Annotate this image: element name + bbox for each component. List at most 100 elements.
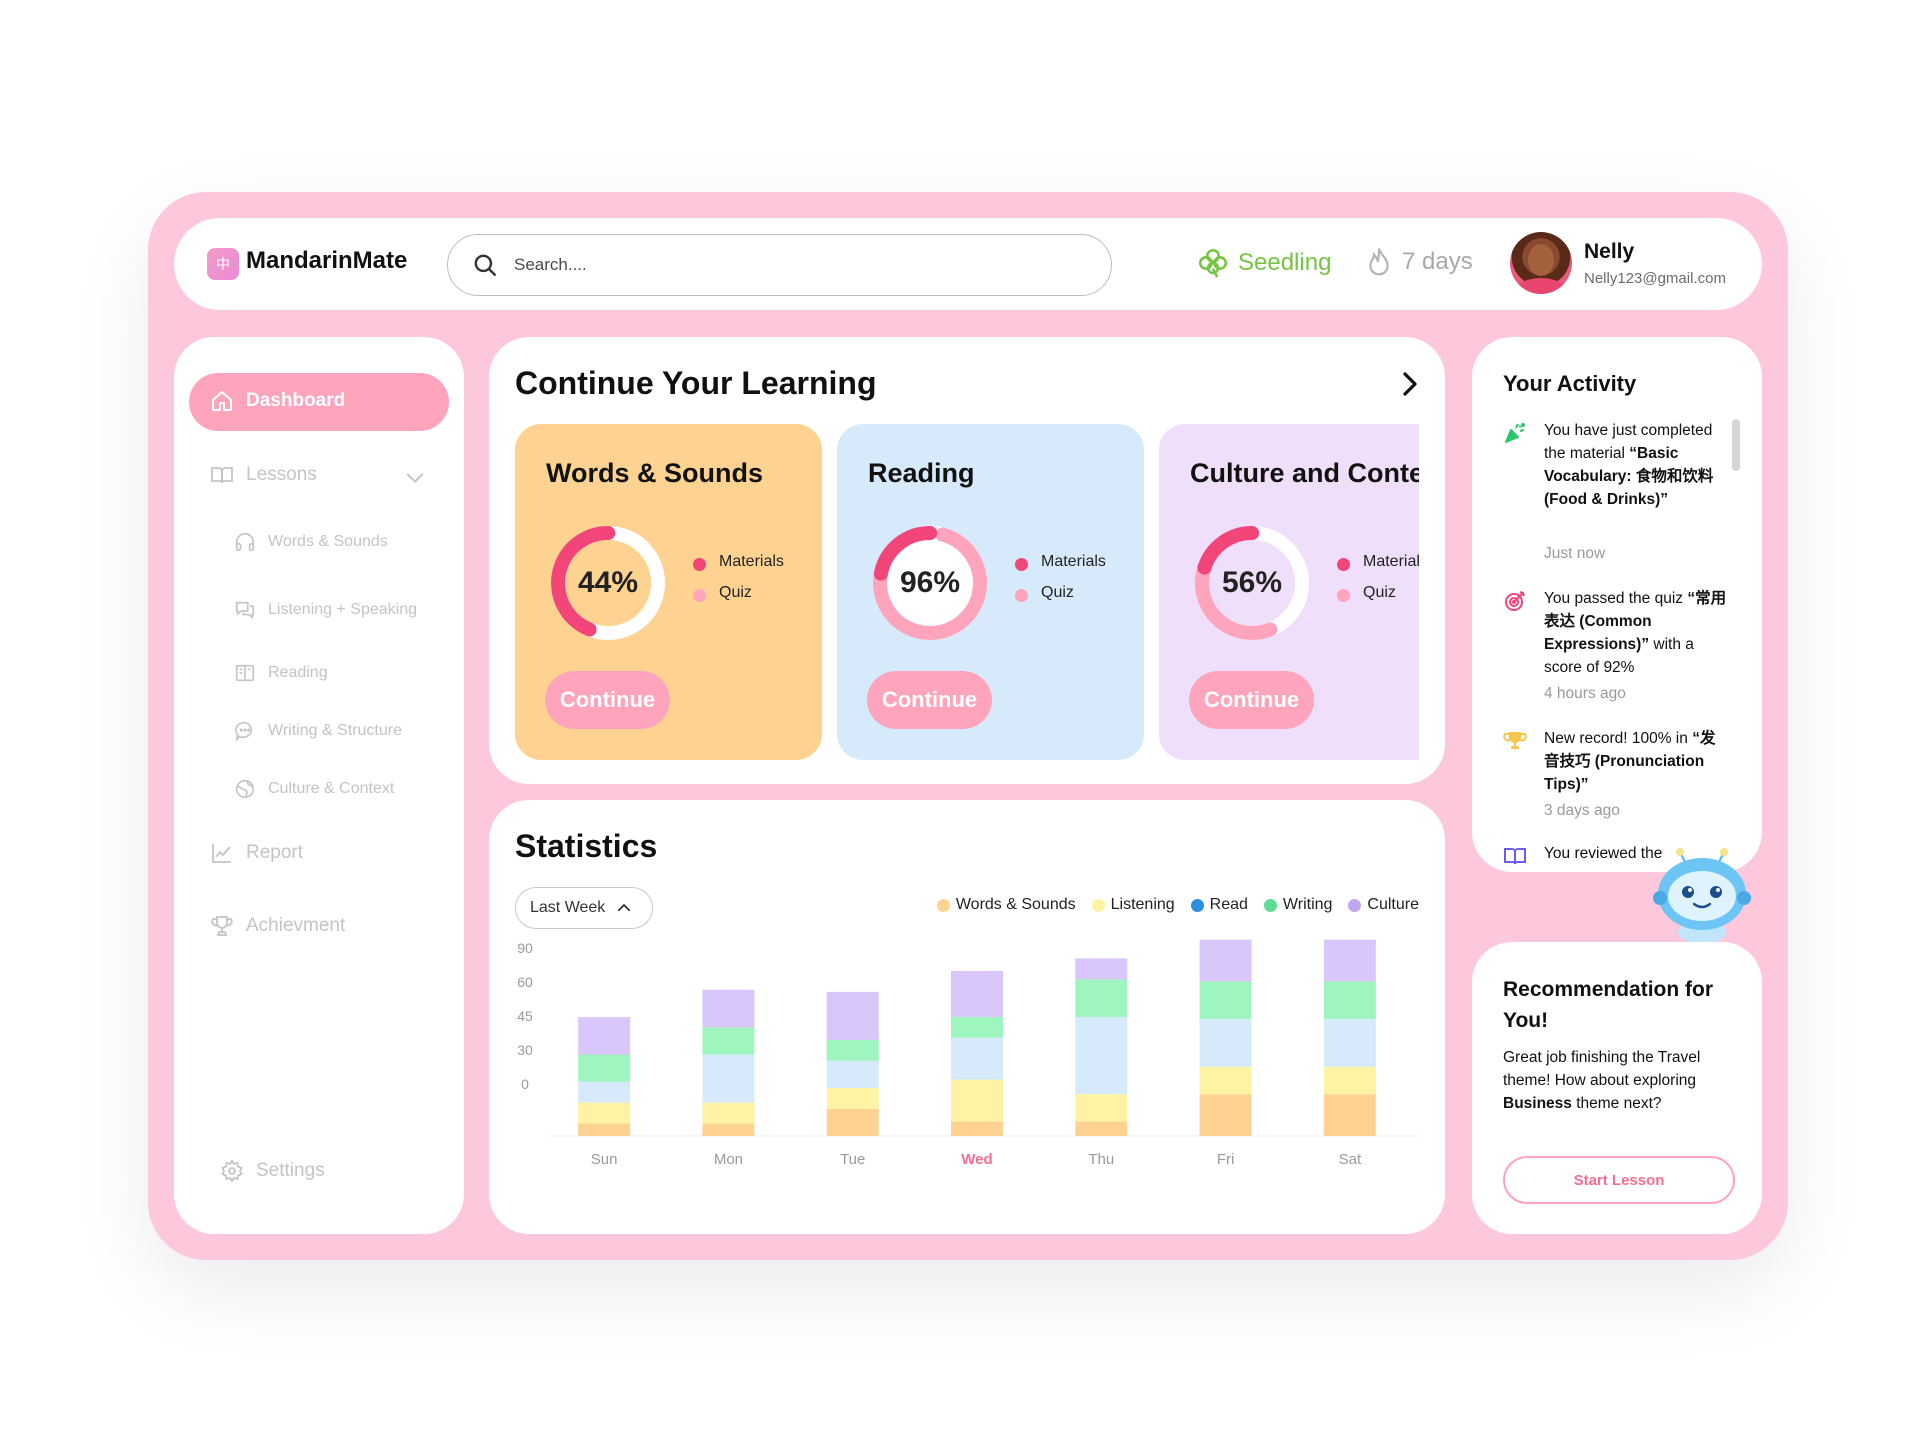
legend-label: Words & Sounds — [955, 896, 1076, 913]
level-badge[interactable]: Seedling — [1196, 246, 1331, 280]
quiz-dot — [1015, 589, 1028, 602]
progress-donut — [873, 526, 987, 640]
bar-segment — [1323, 939, 1376, 982]
bar-segment — [1199, 1067, 1252, 1095]
gear-icon — [221, 1159, 243, 1183]
activity-time: Just now — [1544, 545, 1606, 562]
bar-segment — [578, 1081, 631, 1103]
headphones-icon — [235, 533, 255, 552]
x-tick-label: Wed — [961, 1151, 992, 1168]
sidebar-item-label: Listening + Speaking — [268, 601, 417, 618]
bar-segment — [702, 989, 755, 1028]
continue-button[interactable]: Continue — [867, 671, 992, 729]
legend-label: Listening — [1110, 896, 1175, 913]
search-input[interactable] — [514, 247, 1074, 283]
sidebar-item-words-sounds[interactable]: Words & Sounds — [234, 531, 388, 553]
avatar[interactable] — [1510, 232, 1572, 294]
x-tick-label: Sat — [1339, 1151, 1362, 1168]
top-bar: 中 MandarinMate Seedling 7 days Nelly Nel… — [174, 218, 1762, 310]
recommendation-text: Great job finishing the Travel theme! Ho… — [1503, 1046, 1733, 1115]
chevron-right-icon[interactable] — [1395, 369, 1425, 399]
x-tick-label: Mon — [714, 1151, 743, 1168]
donut-materials-arc — [873, 526, 987, 640]
bar-segment — [1199, 1094, 1252, 1136]
continue-button[interactable]: Continue — [545, 671, 670, 729]
section-title: Statistics — [515, 828, 658, 864]
donut-center — [565, 540, 651, 626]
lesson-card[interactable]: Words & Sounds 44% Materials Quiz Contin… — [515, 424, 822, 760]
robot-mascot-icon — [1653, 848, 1751, 944]
bar-segment — [826, 1108, 879, 1136]
recommendation-text-start: Great job finishing the Travel theme! Ho… — [1503, 1049, 1701, 1089]
start-lesson-button[interactable]: Start Lesson — [1503, 1156, 1735, 1204]
globe-icon — [235, 779, 255, 799]
activity-scrollbar[interactable] — [1732, 419, 1740, 471]
legend-label: Read — [1209, 896, 1248, 913]
bar-segment — [702, 1027, 755, 1055]
chevron-down-icon[interactable] — [404, 467, 426, 489]
user-name: Nelly — [1584, 240, 1635, 263]
logo-icon: 中 — [207, 248, 239, 280]
bar-segment — [826, 991, 879, 1040]
y-tick-label: 60 — [517, 974, 533, 990]
sidebar-item-culture-context[interactable]: Culture & Context — [234, 778, 394, 800]
bar-segment — [1075, 1016, 1128, 1095]
bar-segment — [951, 1079, 1003, 1122]
activity-title: Your Activity — [1503, 371, 1637, 396]
bar-segment — [1323, 1067, 1376, 1095]
party-popper-icon — [1505, 423, 1525, 443]
sidebar-item-settings[interactable]: Settings — [220, 1159, 325, 1183]
bar-segment — [1199, 939, 1252, 982]
search-box[interactable] — [447, 234, 1112, 296]
lesson-title: Words & Sounds — [546, 458, 764, 488]
lesson-card[interactable]: Reading 96% Materials Quiz Continue — [837, 424, 1144, 760]
sidebar-item-dashboard[interactable] — [189, 373, 449, 431]
chevron-up-icon — [618, 903, 631, 912]
sidebar-item-lessons[interactable]: Lessons — [210, 463, 317, 487]
streak-badge[interactable]: 7 days — [1364, 246, 1473, 278]
sidebar-item-reading[interactable]: Reading — [234, 662, 328, 684]
statistics-panel: 90 60 45 30 0 Sun Mon Tue Wed Thu Fri Sat Statistic… — [489, 800, 1445, 1234]
legend-materials: Materials — [1363, 553, 1419, 570]
bar-segment — [1075, 1121, 1128, 1136]
open-book-icon — [1504, 848, 1526, 865]
recommendation-theme: Business — [1503, 1095, 1572, 1112]
continue-button[interactable]: Continue — [1189, 671, 1314, 729]
target-icon — [1505, 591, 1525, 611]
bar-segment — [702, 1123, 755, 1136]
activity-text: You passed the quiz “常用表达 (Common Expres… — [1544, 590, 1727, 676]
app-name: MandarinMate — [246, 247, 408, 274]
bar-segment — [578, 1016, 631, 1055]
y-tick-label: 90 — [517, 940, 533, 956]
sidebar-item-dashboard-content[interactable]: Dashboard — [210, 389, 345, 413]
lesson-title: Culture and Context — [1190, 458, 1419, 488]
donut-center — [1209, 540, 1295, 626]
period-value: Last Week — [530, 899, 606, 916]
bar-segment — [702, 1102, 755, 1124]
x-tick-label: Fri — [1217, 1151, 1235, 1168]
legend-dot — [1091, 898, 1105, 912]
sidebar-item-label: Writing & Structure — [268, 722, 402, 739]
period-dropdown[interactable]: Last Week — [515, 887, 653, 929]
lesson-card[interactable]: Culture and Context 56% Materials Quiz C… — [1159, 424, 1419, 760]
sidebar-item-achievement[interactable]: Achievment — [210, 914, 345, 938]
chart-line-icon — [212, 844, 231, 863]
sidebar: Dashboard Lessons Words & Sounds Listeni… — [174, 337, 464, 1234]
bar-segment — [1323, 981, 1376, 1020]
sidebar-item-writing-structure[interactable]: Writing & Structure — [234, 720, 402, 742]
legend-label: Culture — [1367, 896, 1419, 913]
avatar-face — [1528, 244, 1554, 276]
trophy-icon — [211, 916, 233, 936]
sidebar-item-report[interactable]: Report — [210, 841, 303, 865]
bar-segment — [951, 1121, 1003, 1136]
bar-segment — [826, 1039, 879, 1061]
streak-label: 7 days — [1402, 248, 1473, 275]
continue-learning-panel: Continue Your Learning Words & Sounds 44… — [489, 337, 1445, 784]
materials-dot — [1337, 558, 1350, 571]
legend-quiz: Quiz — [1041, 584, 1074, 601]
flame-icon — [1369, 248, 1389, 276]
bar-segment — [1323, 1019, 1376, 1068]
progress-percent: 96% — [899, 566, 961, 599]
sidebar-item-listening-speaking[interactable]: Listening + Speaking — [234, 599, 417, 621]
level-label: Seedling — [1238, 249, 1332, 276]
